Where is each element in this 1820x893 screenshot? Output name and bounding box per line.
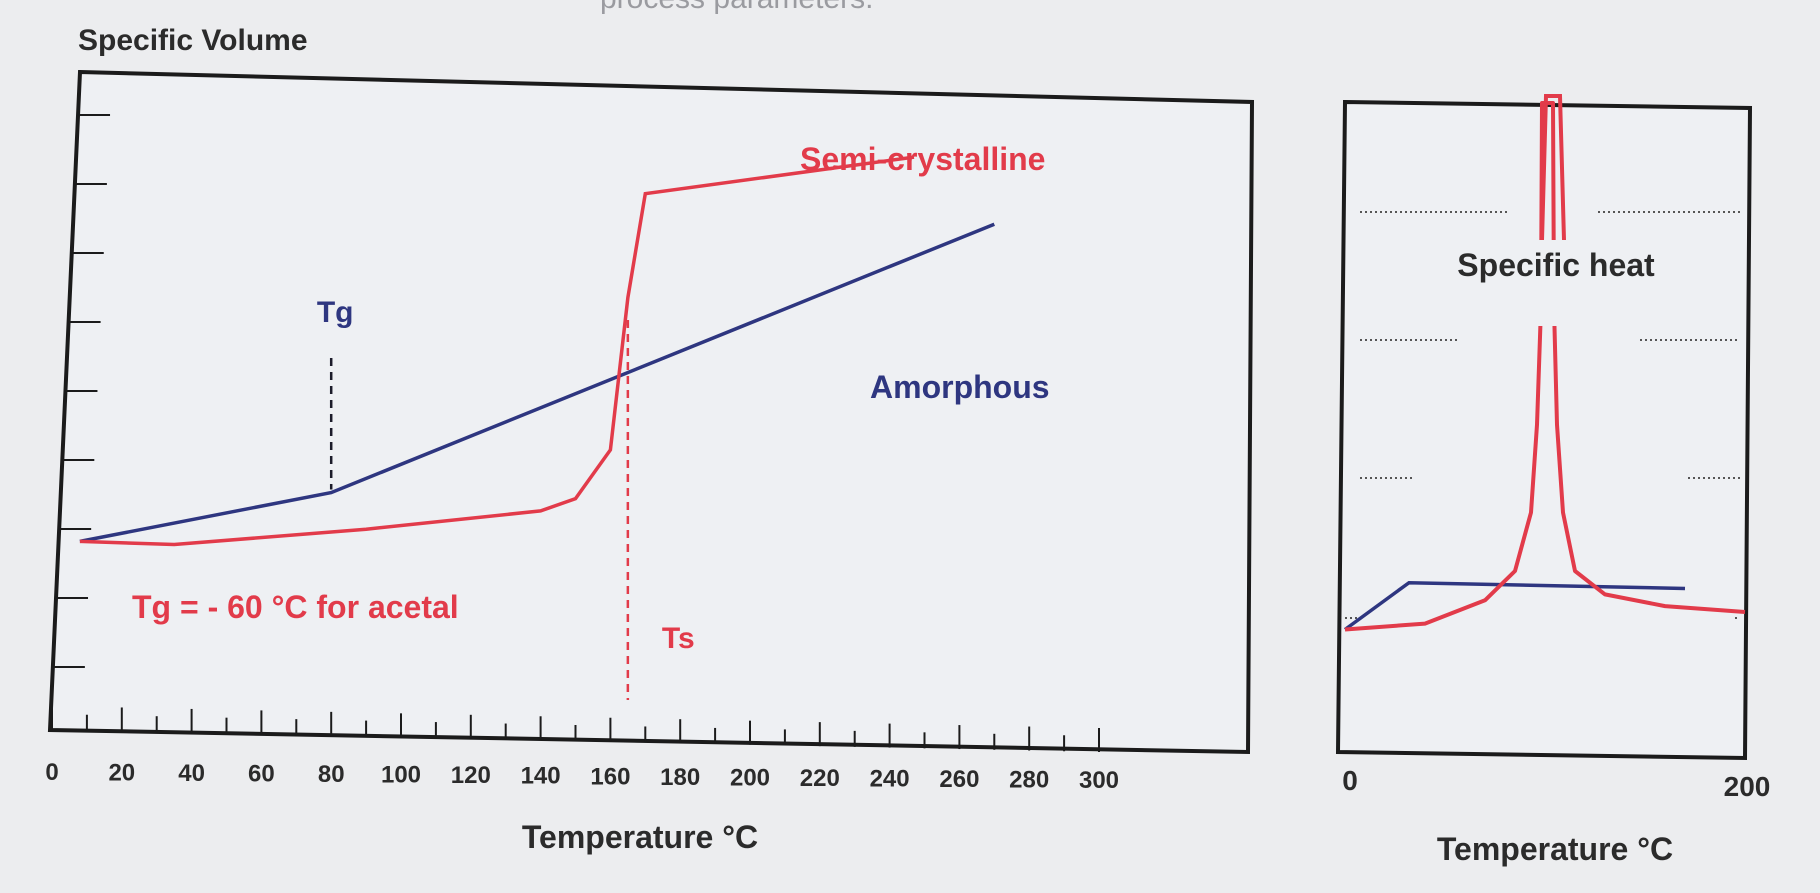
x-tick-label: 120: [451, 762, 491, 789]
x-tick-label: 260: [939, 766, 979, 793]
x-axis-label-right: Temperature °C: [1437, 831, 1673, 867]
x-ticks: [51, 706, 1100, 752]
x-tick-labels: 0 20 40 60 80 100 120 140 160 180 200 220 240 260 280 3…: [45, 759, 1119, 794]
plot-frame: [47, 69, 1255, 755]
x-tick-label: 180: [660, 764, 700, 791]
acetal-note: Tg = - 60 °C for acetal: [132, 589, 459, 625]
x-tick-label: 280: [1009, 766, 1049, 793]
series-semi-crystalline-line: [79, 155, 915, 547]
tg-label: Tg: [317, 296, 354, 329]
x-tick-label: 60: [248, 761, 275, 788]
x-tick-label: 80: [318, 761, 345, 788]
x-tick-label-200: 200: [1724, 771, 1771, 802]
x-tick-label: 100: [381, 762, 421, 789]
x-tick-label: 0: [45, 759, 58, 786]
peak-tip: [1540, 94, 1566, 241]
x-tick-label-0: 0: [1342, 765, 1358, 796]
x-tick-label: 160: [590, 763, 630, 790]
series-label-semi-crystalline: Semi-crystalline: [800, 141, 1045, 177]
x-tick-label: 40: [178, 760, 205, 787]
x-tick-label: 300: [1079, 767, 1119, 794]
peak-break: [1530, 240, 1590, 326]
x-tick-label: 200: [730, 764, 770, 791]
x-tick-label: 140: [521, 763, 561, 790]
specific-volume-chart: Specific Volume 0 20 40 60 80 100 120 140 160 180…: [45, 24, 1255, 855]
specific-heat-chart: 0 200 Temperature °C Specific heat: [1335, 94, 1771, 867]
x-tick-label: 20: [108, 760, 135, 787]
y-ticks: [52, 114, 111, 668]
x-axis-label: Temperature °C: [522, 819, 758, 855]
y-axis-label: Specific Volume: [78, 24, 308, 57]
x-tick-label: 220: [800, 765, 840, 792]
series-amorphous-line: [79, 222, 995, 544]
specific-heat-label: Specific heat: [1457, 247, 1655, 283]
dotted-gridlines: [1345, 211, 1740, 619]
header-fragment: process parameters.: [600, 0, 873, 15]
series-label-amorphous: Amorphous: [870, 369, 1050, 405]
ts-label: Ts: [662, 622, 695, 655]
x-tick-label: 240: [870, 765, 910, 792]
